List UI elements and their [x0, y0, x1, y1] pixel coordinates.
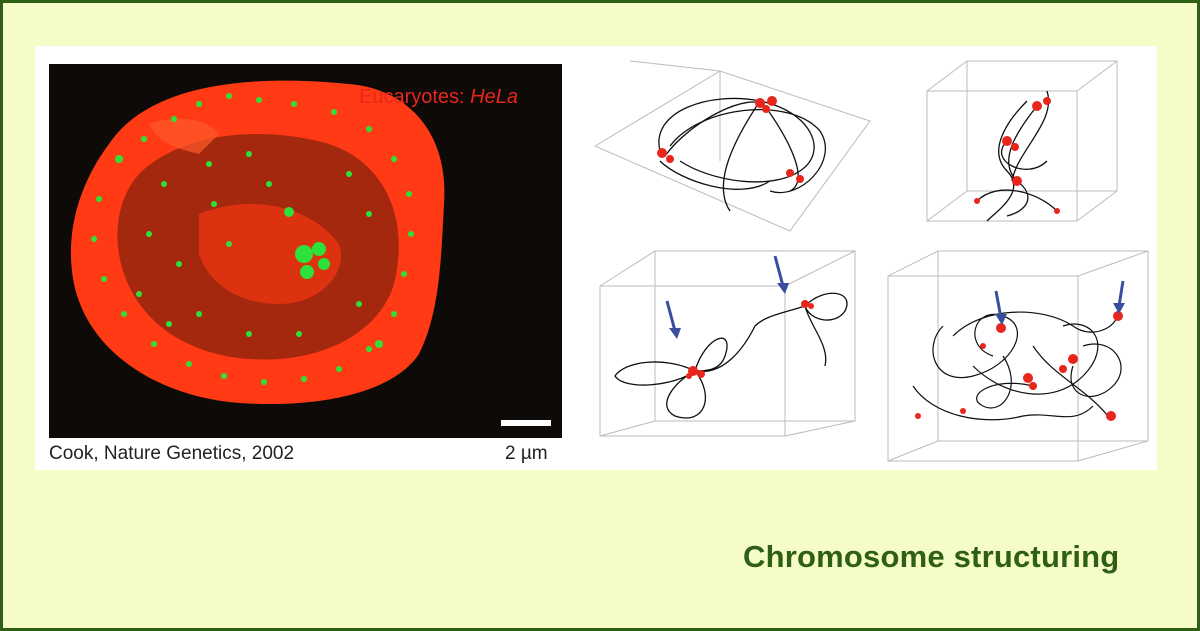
model-bottom-left: [595, 246, 865, 466]
slide-title: Chromosome structuring: [743, 539, 1120, 574]
nucleus-micrograph: Eucaryotes: HeLa: [49, 64, 562, 438]
micrograph-label: Eucaryotes: HeLa: [359, 86, 518, 108]
figure-panel: Eucaryotes: HeLa Cook, Nature Genetics, …: [35, 46, 1157, 470]
scale-bar-label: 2 µm: [505, 443, 548, 464]
model-top-right: [907, 51, 1147, 251]
model-top-left: [590, 51, 880, 251]
model-bottom-right: [883, 246, 1153, 466]
scale-bar: [501, 420, 551, 426]
micrograph-credit: Cook, Nature Genetics, 2002: [49, 443, 295, 464]
green-foci: [91, 93, 414, 385]
